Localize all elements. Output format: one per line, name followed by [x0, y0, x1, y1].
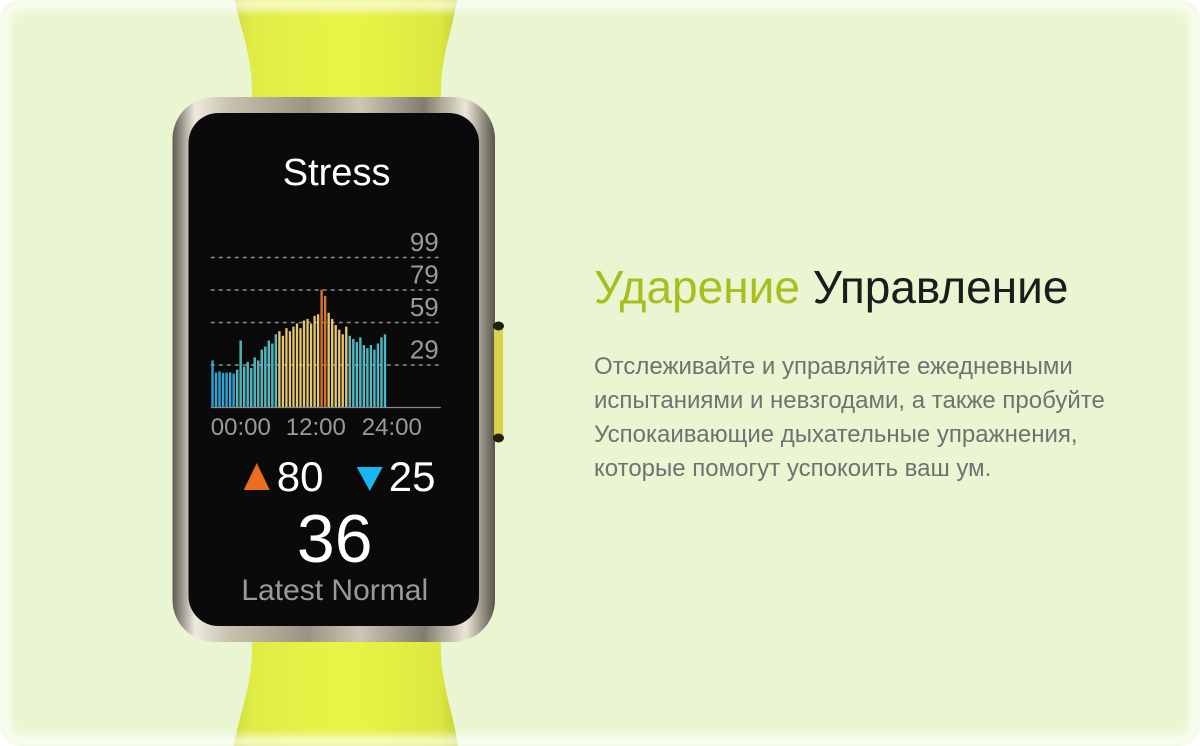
svg-text:24:00: 24:00 [362, 414, 422, 441]
svg-text:99: 99 [410, 227, 439, 257]
svg-text:12:00: 12:00 [286, 414, 346, 441]
svg-text:79: 79 [410, 260, 439, 290]
svg-text:36: 36 [297, 501, 373, 577]
svg-text:25: 25 [389, 453, 436, 500]
svg-text:59: 59 [410, 292, 439, 322]
svg-text:00:00: 00:00 [211, 414, 271, 441]
svg-text:29: 29 [410, 335, 439, 365]
svg-text:Latest Normal: Latest Normal [241, 574, 428, 607]
svg-text:Stress: Stress [283, 152, 391, 194]
svg-text:80: 80 [277, 453, 324, 500]
